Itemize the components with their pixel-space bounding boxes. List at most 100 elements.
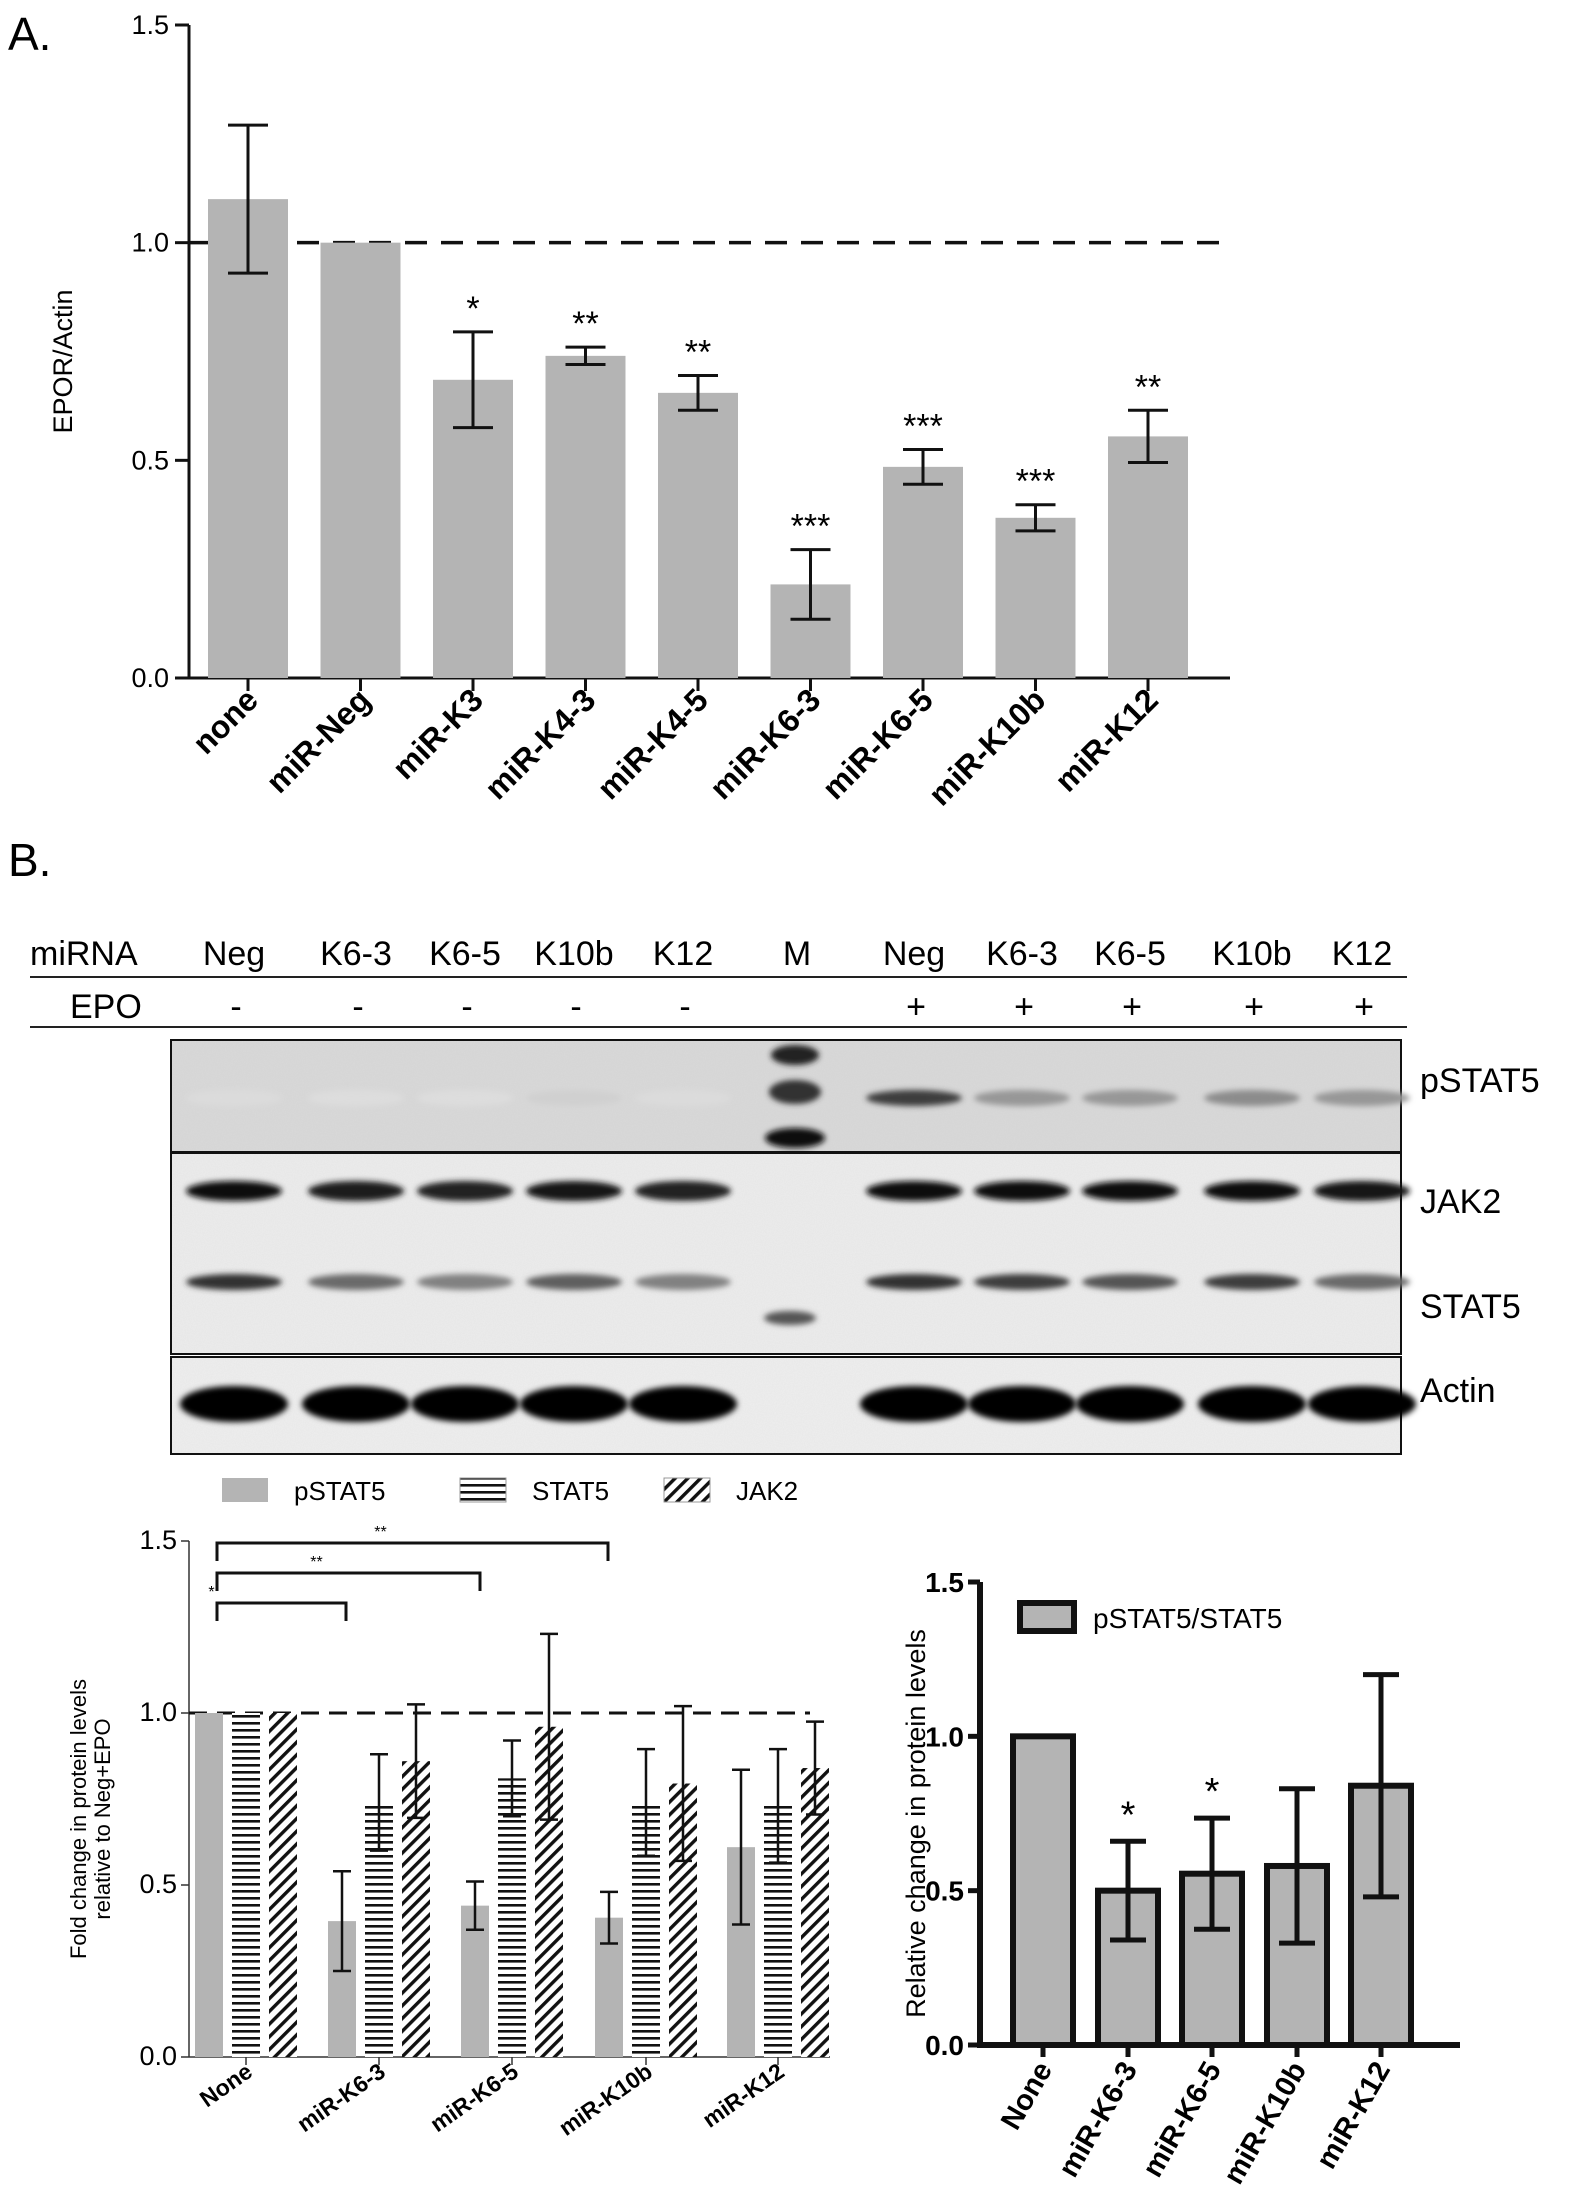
significance-mir-k6-3: *** [791, 508, 831, 546]
x-tick-label-mir-k12: miR-K12 [698, 2058, 789, 2133]
blot-epo-mark-7: + [1014, 988, 1034, 1026]
blot-band-stat5-lane-2 [417, 1274, 513, 1290]
x-tick-label-mir-k6-3: miR-K6-3 [292, 2058, 390, 2137]
blot-band-pstat5-lane-4 [635, 1090, 731, 1106]
bar-jak2-none [269, 1713, 297, 2057]
blot-epo-mark-4: - [679, 988, 690, 1026]
bar-pstat5-none [195, 1713, 223, 2057]
x-tick-label-none: none [185, 681, 265, 761]
y-tick-label: 1.0 [131, 228, 169, 258]
blot-band-jak2-lane-7 [974, 1181, 1070, 1201]
bar-mir-k10b [995, 517, 1076, 678]
blot-band-jak2-lane-1 [308, 1181, 404, 1201]
blot-band-pstat5-lane-0 [186, 1090, 282, 1106]
legend-label-stat5: STAT5 [532, 1476, 609, 1506]
blot-band-actin-lane-3 [520, 1386, 628, 1422]
blot-band-jak2-lane-4 [635, 1181, 731, 1201]
blot-epo-row-label: EPO [70, 988, 142, 1026]
blot-band-stat5-lane-6 [866, 1274, 962, 1290]
blot-band-stat5-lane-4 [635, 1274, 731, 1290]
legend-label-jak2: JAK2 [736, 1476, 798, 1506]
blot-band-label-stat5: STAT5 [1420, 1288, 1521, 1326]
significance-mir-k4-3: ** [572, 305, 598, 343]
chart-relative-change: 0.0 0.5 1.0 1.5 Relative change in protein l… [901, 1567, 1460, 2190]
legend-swatch-pstat5 [222, 1478, 268, 1502]
bar-mir-k4-5 [658, 392, 738, 678]
blot-band-pstat5-lane-9 [1204, 1090, 1300, 1106]
bar-stat5-mir-k6-5 [498, 1778, 526, 2057]
x-tick-label-mir-neg: miR-Neg [259, 681, 377, 799]
bar-mir-k6-5 [883, 466, 963, 678]
legend-label-pstat5-stat5: pSTAT5/STAT5 [1093, 1603, 1282, 1634]
blot-lane-label-10: K12 [1332, 935, 1393, 973]
x-tick-label-mir-k10b: miR-K10b [1218, 2057, 1313, 2190]
x-tick-label-none: None [995, 2057, 1059, 2136]
blot-marker-band-2 [769, 1080, 821, 1104]
legend-swatch-pstat5-stat5 [1017, 1600, 1077, 1634]
blot-band-pstat5-lane-3 [526, 1090, 622, 1106]
bar-mir-k6-5 [1179, 1870, 1245, 2048]
blot-band-stat5-lane-3 [526, 1274, 622, 1290]
western-blot-panel: miRNA EPO Neg - K6-3 - K6-5 - K10b - K12 - M Neg + K6-3… [30, 935, 1540, 1455]
blot-lane-label-8: K6-5 [1094, 935, 1166, 973]
y-tick-label: 0.0 [139, 2041, 177, 2071]
significance-mir-k10b: *** [1016, 463, 1056, 501]
blot-marker-band-4 [764, 1311, 816, 1325]
blot-lane-label-0: Neg [203, 935, 265, 973]
blot-band-jak2-lane-6 [866, 1181, 962, 1201]
y-tick-label: 1.5 [131, 10, 169, 40]
x-tick-label-mir-k12: miR-K12 [1311, 2057, 1398, 2175]
significance-bracket-2 [215, 1541, 610, 1561]
x-tick-label-mir-k4-3: miR-K4-3 [478, 681, 603, 806]
blot-lane-label-2: K6-5 [429, 935, 501, 973]
blot-band-actin-lane-10 [1308, 1386, 1416, 1422]
blot-band-stat5-lane-10 [1314, 1274, 1410, 1290]
bar-mir-neg [320, 242, 401, 678]
y-tick-label: 1.5 [139, 1525, 177, 1555]
y-tick-label: 0.5 [925, 1876, 964, 1907]
blot-epo-mark-9: + [1244, 988, 1264, 1026]
blot-band-pstat5-lane-2 [417, 1090, 513, 1106]
significance-mir-k4-5: ** [685, 333, 711, 371]
x-tick-label-mir-k10b: miR-K10b [921, 681, 1052, 812]
significance-bracket-label-2: ** [374, 1524, 386, 1541]
blot-epo-mark-6: + [906, 988, 926, 1026]
blot-lane-label-6: Neg [883, 935, 945, 973]
blot-band-label-jak2: JAK2 [1420, 1183, 1501, 1221]
blot-lane-label-4: K12 [653, 935, 714, 973]
significance-mir-k12: ** [1135, 368, 1161, 406]
blot-band-label-pstat5: pSTAT5 [1420, 1062, 1540, 1100]
blot-band-pstat5-lane-8 [1082, 1090, 1178, 1106]
blot-band-actin-lane-8 [1076, 1386, 1184, 1422]
blot-band-actin-lane-7 [968, 1386, 1076, 1422]
bar-mir-k12 [1108, 436, 1188, 678]
x-tick-label-mir-k3: miR-K3 [385, 681, 490, 786]
blot-epo-mark-0: - [230, 988, 241, 1026]
blot-band-pstat5-lane-1 [308, 1090, 404, 1106]
y-tick-label: 0.0 [925, 2030, 964, 2061]
y-tick-label: 0.0 [131, 663, 169, 693]
blot-band-label-actin: Actin [1420, 1372, 1496, 1410]
blot-band-stat5-lane-7 [974, 1274, 1070, 1290]
blot-band-actin-lane-2 [411, 1386, 519, 1422]
bar-none [208, 199, 288, 678]
blot-epo-mark-1: - [352, 988, 363, 1026]
bar-mir-k4-3 [545, 355, 626, 678]
significance-bracket-label-1: ** [310, 1554, 322, 1571]
significance-bracket-0 [215, 1601, 348, 1621]
y-axis-title-line-2: relative to Neg+EPO [90, 1718, 115, 1919]
legend-swatch-stat5 [459, 1477, 507, 1503]
blot-band-jak2-lane-9 [1204, 1181, 1300, 1201]
x-tick-label-none: None [195, 2058, 257, 2112]
x-tick-label-mir-k10b: miR-K10b [554, 2058, 657, 2141]
blot-band-jak2-lane-10 [1314, 1181, 1410, 1201]
blot-band-pstat5-lane-6 [866, 1090, 962, 1106]
bar-jak2-mir-k12 [801, 1768, 829, 2057]
x-tick-label-mir-k4-5: miR-K4-5 [590, 681, 715, 806]
blot-band-jak2-lane-8 [1082, 1181, 1178, 1201]
significance-mir-k6-5: *** [903, 407, 943, 445]
blot-lane-label-7: K6-3 [986, 935, 1058, 973]
blot-band-stat5-lane-9 [1204, 1274, 1300, 1290]
